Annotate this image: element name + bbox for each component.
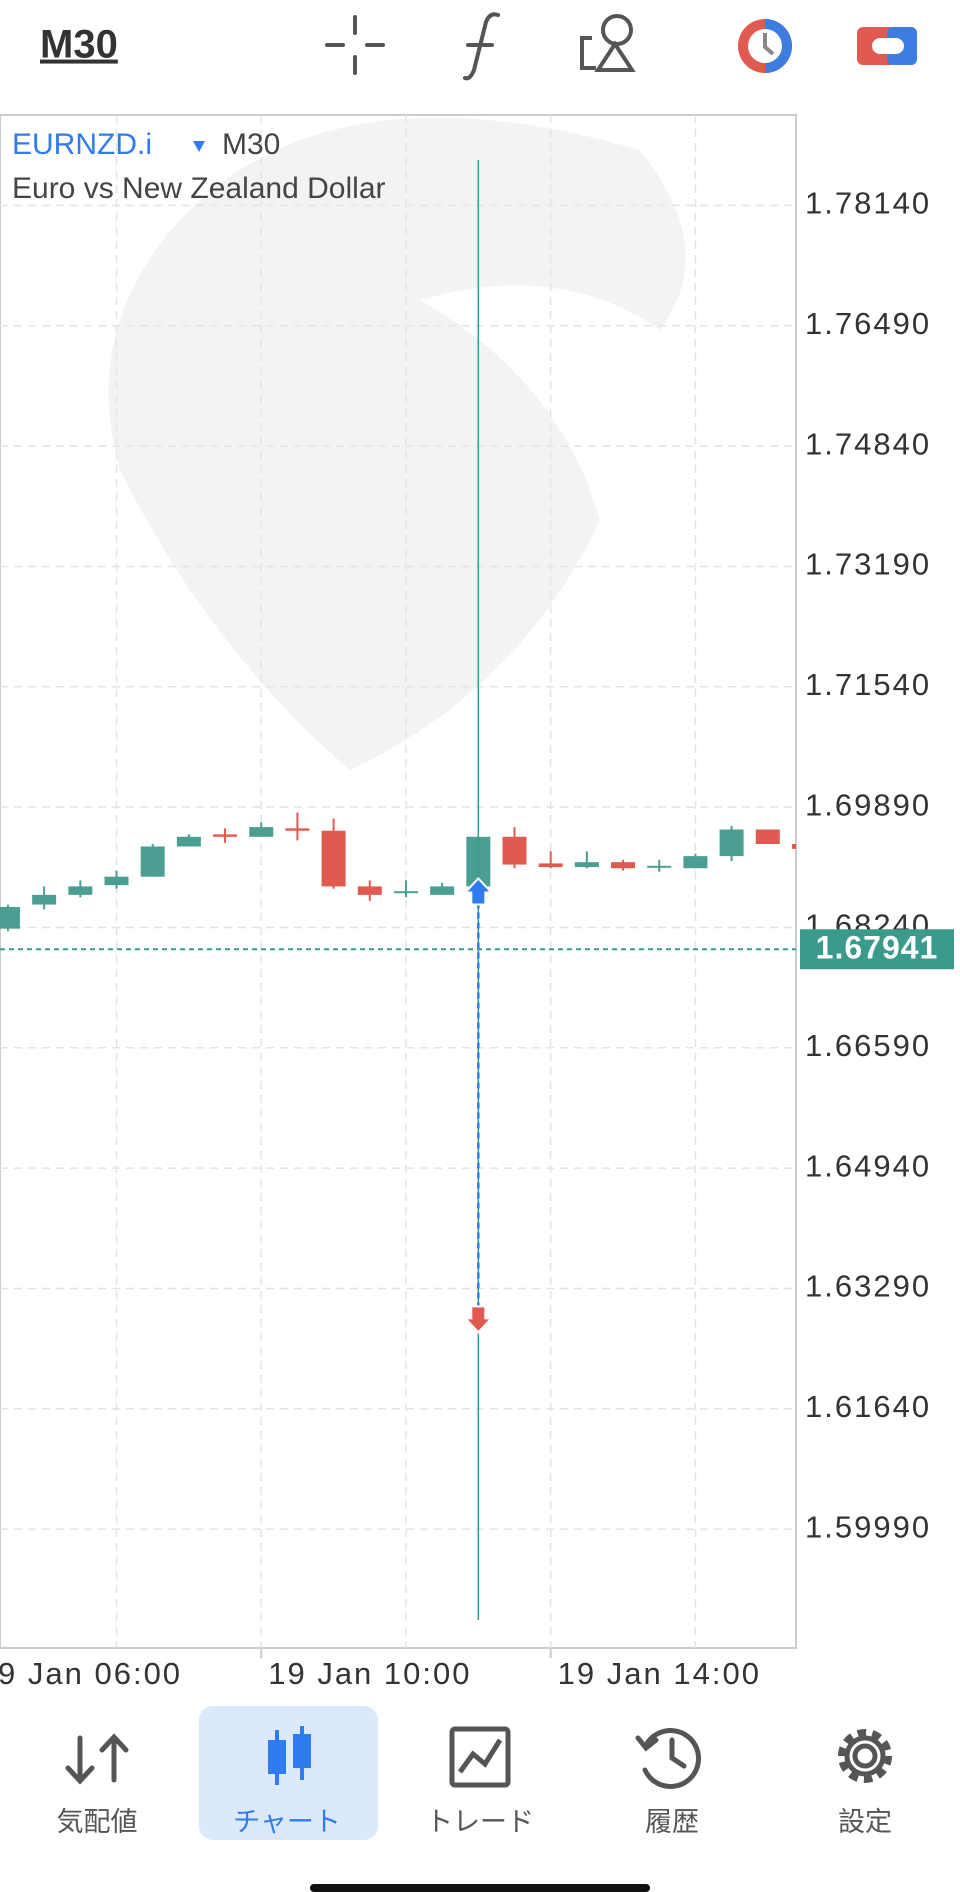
- candle-body: [104, 876, 129, 886]
- current-price-badge: [800, 929, 954, 970]
- timer-icon[interactable]: [738, 19, 792, 73]
- nav-item[interactable]: トレード: [426, 1807, 534, 1837]
- y-tick-label: 1.73190: [805, 547, 931, 582]
- candle-body: [32, 894, 57, 905]
- settings-icon: [838, 1729, 892, 1783]
- quotes-icon: [65, 1733, 129, 1785]
- y-tick-label: 1.76490: [805, 306, 931, 341]
- candle-body: [176, 836, 201, 847]
- objects-icon[interactable]: [580, 14, 636, 72]
- candle-body: [647, 865, 672, 868]
- nav-item[interactable]: 履歴: [645, 1807, 699, 1837]
- nav-active-bg: [199, 1706, 378, 1840]
- y-tick-label: 1.59990: [805, 1509, 931, 1544]
- symbol-name[interactable]: EURNZD.i: [12, 128, 152, 161]
- crosshair-icon[interactable]: [325, 15, 385, 75]
- candle-body: [611, 862, 636, 869]
- candle-body: [755, 829, 780, 845]
- timeframe-button[interactable]: M30: [40, 23, 118, 67]
- current-price-label: 1.67941: [816, 930, 939, 966]
- x-tick-label: 19 Jan 14:00: [558, 1656, 761, 1691]
- symbol-dropdown[interactable]: [193, 141, 205, 152]
- candle-body: [140, 846, 165, 877]
- candle-body: [502, 836, 527, 865]
- y-tick-label: 1.78140: [805, 186, 931, 221]
- symbol-description: Euro vs New Zealand Dollar: [12, 172, 386, 205]
- candle-body: [538, 863, 563, 868]
- y-tick-label: 1.71540: [805, 667, 931, 702]
- y-tick-label: 1.63290: [805, 1269, 931, 1304]
- trade-toggle-icon[interactable]: [857, 27, 917, 65]
- candle-body: [791, 844, 796, 849]
- y-tick-label: 1.61640: [805, 1389, 931, 1424]
- trade-icon: [449, 1726, 511, 1788]
- candle-body: [0, 906, 20, 929]
- nav-item[interactable]: 設定: [838, 1807, 892, 1837]
- candle-body: [393, 891, 418, 894]
- x-tick-label: 19 Jan 10:00: [268, 1656, 471, 1691]
- grid: [0, 115, 796, 1648]
- y-tick-label: 1.74840: [805, 426, 931, 461]
- axes: 1.78140 1.76490 1.74840 1.73190 1.71540 1.698…: [0, 186, 954, 1691]
- y-tick-label: 1.64940: [805, 1148, 931, 1183]
- nav-item[interactable]: チャート: [233, 1807, 341, 1837]
- indicator-icon[interactable]: [463, 12, 500, 81]
- exit-arrow: [463, 1305, 494, 1334]
- candle-body: [68, 886, 93, 895]
- y-tick-label: 1.66590: [805, 1028, 931, 1063]
- candle-body: [213, 834, 238, 837]
- history-icon: [635, 1728, 702, 1789]
- candle-body: [249, 827, 274, 837]
- watermark: [108, 117, 686, 771]
- entry-arrow: [463, 876, 494, 906]
- x-tick-label: 19 Jan 06:00: [0, 1656, 182, 1691]
- candle-body: [285, 828, 310, 831]
- candle-body: [574, 862, 599, 868]
- candle-body: [357, 886, 382, 895]
- plot-area: [0, 160, 796, 1620]
- home-indicator: [310, 1884, 650, 1892]
- chart-icon: [268, 1726, 311, 1785]
- nav-item[interactable]: 気配値: [57, 1807, 138, 1837]
- candle-body: [719, 829, 744, 857]
- symbol-timeframe: M30: [222, 128, 280, 161]
- candle-body: [430, 886, 455, 895]
- candle-body: [321, 830, 346, 887]
- y-tick-label: 1.69890: [805, 787, 931, 822]
- candle-body: [683, 856, 708, 869]
